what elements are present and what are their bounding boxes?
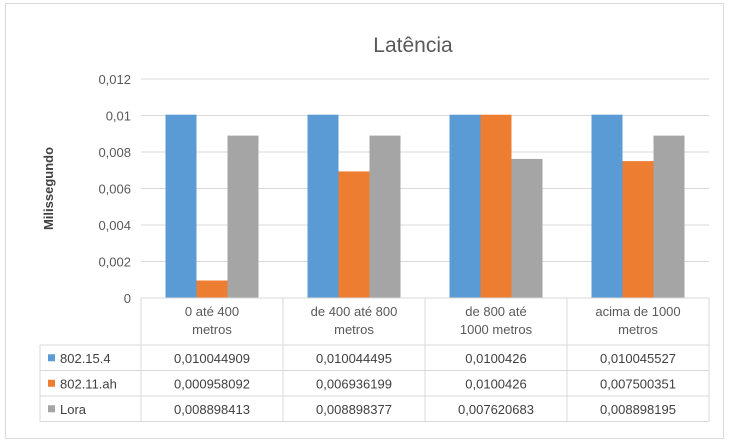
category-label: de 800 até [465,304,526,319]
category-label: 1000 metros [460,322,533,337]
y-tick-label: 0,002 [98,255,131,270]
y-tick-label: 0 [124,291,131,306]
category-label: 0 até 400 [185,304,239,319]
bar-802154 [449,114,481,298]
legend-key [48,379,55,387]
bar-lora [511,158,543,298]
category-label: metros [334,322,374,337]
category-label: acima de 1000 [595,304,680,319]
chart-svg: Latência 0 0,002 0,004 0,006 0,008 0,01 0,012 Mi… [39,34,710,422]
y-tick-label: 0,008 [98,145,131,160]
chart-frame: Latência 0 0,002 0,004 0,006 0,008 0,01 0,012 Mi… [5,3,724,439]
bar-lora [653,135,685,298]
bar-802154 [307,114,339,299]
bar-80211ah [622,161,654,298]
bar-lora [227,135,259,298]
legend-label: 802.15.4 [60,351,111,366]
data-label: 0,010044909 [174,351,250,366]
bar-80211ah [196,280,228,298]
category-label: de 400 até 800 [311,304,398,319]
y-axis-label: Milissegundo [41,147,56,230]
data-label: 0,008898377 [316,402,392,417]
bar-802154 [591,114,623,298]
category-label: metros [192,322,232,337]
data-label: 0,0100426 [465,376,526,391]
y-tick-label: 0,01 [106,109,131,124]
bar-802154 [165,114,197,298]
legend-label: Lora [60,402,87,417]
bar-lora [369,135,401,298]
legend-label: 802.11.ah [60,376,117,391]
legend-key [48,405,55,413]
data-label: 0,010044495 [316,351,392,366]
bar-80211ah [480,114,512,298]
legend-key [48,354,55,362]
bar-80211ah [338,171,370,298]
category-label: metros [618,322,658,337]
data-label: 0,0100426 [465,351,526,366]
data-label: 0,000958092 [174,376,250,391]
data-label: 0,006936199 [316,376,392,391]
data-label: 0,007620683 [458,402,534,417]
data-label: 0,008898413 [174,402,250,417]
y-tick-label: 0,012 [98,72,131,87]
data-label: 0,010045527 [600,351,676,366]
y-tick-label: 0,004 [98,218,131,233]
y-tick-label: 0,006 [98,182,131,197]
data-label: 0,007500351 [600,376,676,391]
data-label: 0,008898195 [600,402,676,417]
chart-title: Latência [373,34,453,57]
